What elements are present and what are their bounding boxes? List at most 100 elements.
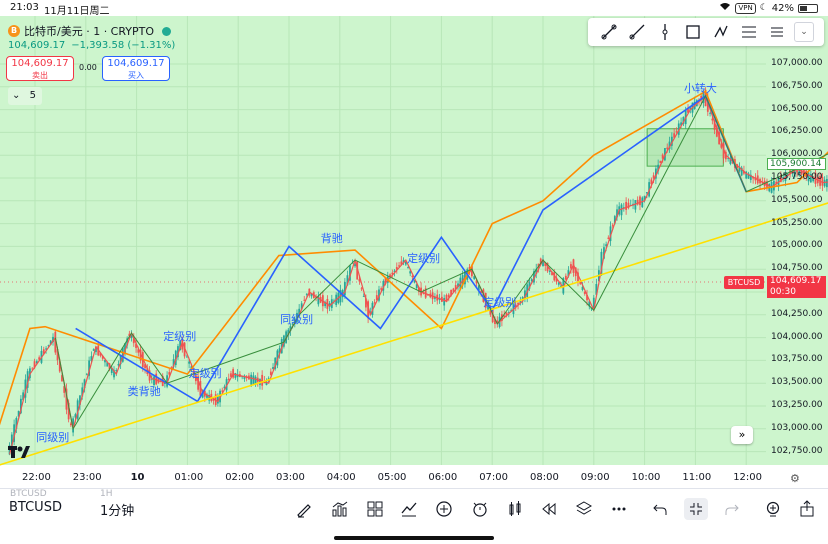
price-series-line: [9, 94, 828, 455]
candle-body: [367, 301, 370, 319]
ray-icon[interactable]: [626, 21, 648, 43]
candle-body: [168, 372, 171, 375]
home-indicator: [334, 536, 494, 540]
candle-body: [607, 237, 610, 239]
sell-price: 104,609.17: [11, 58, 69, 69]
chart-settings-icon[interactable]: ⚙: [790, 472, 800, 485]
candle-body: [747, 173, 750, 179]
candle-body: [265, 381, 268, 385]
candle-body: [83, 379, 86, 389]
indicators-icon[interactable]: [328, 498, 352, 520]
rectangle-icon[interactable]: [682, 21, 704, 43]
candle-body: [548, 270, 551, 272]
candle-body: [117, 364, 120, 366]
candle-body: [713, 120, 716, 130]
candle-body: [535, 268, 538, 275]
rewind-icon[interactable]: [537, 498, 561, 520]
candle-body: [90, 356, 93, 362]
scroll-to-latest-button[interactable]: »: [731, 426, 753, 444]
symbol-price-label: 104,609.17 00:30: [767, 276, 826, 298]
vertical-line-icon[interactable]: [654, 21, 676, 43]
candle-body: [197, 376, 200, 390]
add-icon[interactable]: [432, 498, 456, 520]
moon-icon: ☾: [759, 3, 768, 13]
candle-body: [230, 373, 232, 377]
candle-body: [206, 394, 208, 398]
undo-icon[interactable]: [648, 498, 672, 520]
candle-body: [124, 343, 126, 354]
candle-body: [592, 297, 595, 309]
share-icon[interactable]: [795, 498, 819, 520]
candle-body: [310, 293, 313, 297]
symbol-header[interactable]: B 比特币/美元 · 1 · CRYPTO: [8, 23, 172, 39]
candle-body: [85, 374, 88, 376]
brush-icon[interactable]: [292, 498, 316, 520]
replay-icon[interactable]: [503, 498, 527, 520]
bar-countdown: 00:30: [770, 287, 796, 297]
candle-body: [148, 370, 151, 381]
candle-body: [636, 199, 639, 205]
time-tick-label: 23:00: [72, 472, 102, 483]
candle-body: [236, 374, 239, 378]
candle-body: [718, 131, 721, 145]
indicators-collapse-button[interactable]: ⌄ 5: [8, 87, 42, 105]
buy-button[interactable]: 104,609.17 买入: [102, 56, 170, 81]
time-tick-label: 10:00: [631, 472, 661, 483]
price-axis[interactable]: [766, 16, 828, 465]
candle-body: [52, 336, 54, 343]
menu-icon[interactable]: [766, 21, 788, 43]
price-tick-label: 103,250.00: [771, 400, 823, 410]
candle-body: [208, 394, 211, 401]
candle-body: [393, 270, 396, 272]
yellow-trend-line: [0, 202, 828, 466]
candle-body: [88, 360, 91, 376]
candle-body: [287, 329, 290, 336]
alert-icon[interactable]: [468, 498, 492, 520]
candle-body: [358, 279, 361, 282]
fullscreen-icon[interactable]: [684, 498, 708, 520]
candle-body: [58, 361, 61, 372]
draw-icon[interactable]: [397, 498, 421, 520]
candle-body: [470, 265, 473, 277]
ideas-icon[interactable]: [761, 498, 785, 520]
fib-icon[interactable]: [738, 21, 760, 43]
candle-body: [661, 154, 664, 159]
chart-pane[interactable]: [0, 16, 766, 465]
chart-annotation-label: 同级别: [280, 312, 314, 326]
candle-body: [560, 285, 562, 288]
candle-body: [775, 181, 778, 184]
tradingview-logo[interactable]: [8, 444, 30, 463]
candle-body: [333, 300, 335, 302]
battery-text: 42%: [771, 2, 794, 14]
sell-button[interactable]: 104,609.17 卖出: [6, 56, 74, 81]
symbol-selector[interactable]: BTCUSD: [9, 500, 62, 515]
candle-body: [194, 375, 197, 382]
candle-body: [494, 318, 496, 324]
price-chart[interactable]: [0, 0, 828, 488]
candle-body: [807, 172, 810, 182]
redo-icon[interactable]: [720, 498, 744, 520]
candle-body: [487, 305, 489, 310]
candle-body: [49, 340, 52, 345]
candle-body: [761, 182, 764, 184]
candle-body: [346, 275, 349, 286]
candle-body: [729, 158, 732, 164]
price-tick-label: 103,750.00: [771, 354, 823, 365]
candle-body: [682, 116, 685, 124]
toolbar-more-dropdown[interactable]: ⌄: [794, 22, 814, 42]
price-tick-label: 106,500.00: [771, 103, 823, 114]
candle-body: [457, 283, 459, 287]
candle-body: [375, 295, 378, 301]
layers-icon[interactable]: [572, 498, 596, 520]
candle-body: [657, 164, 660, 172]
candle-body: [108, 363, 111, 369]
symbol-price-tag: BTCUSD: [724, 276, 764, 289]
chart-annotation-label: 定级别: [483, 296, 517, 310]
trend-line-icon[interactable]: [598, 21, 620, 43]
candle-body: [654, 168, 657, 179]
candle-body: [503, 315, 506, 317]
more-icon[interactable]: [607, 498, 631, 520]
interval-selector[interactable]: 1分钟: [100, 504, 135, 519]
templates-icon[interactable]: [363, 498, 387, 520]
path-icon[interactable]: [710, 21, 732, 43]
